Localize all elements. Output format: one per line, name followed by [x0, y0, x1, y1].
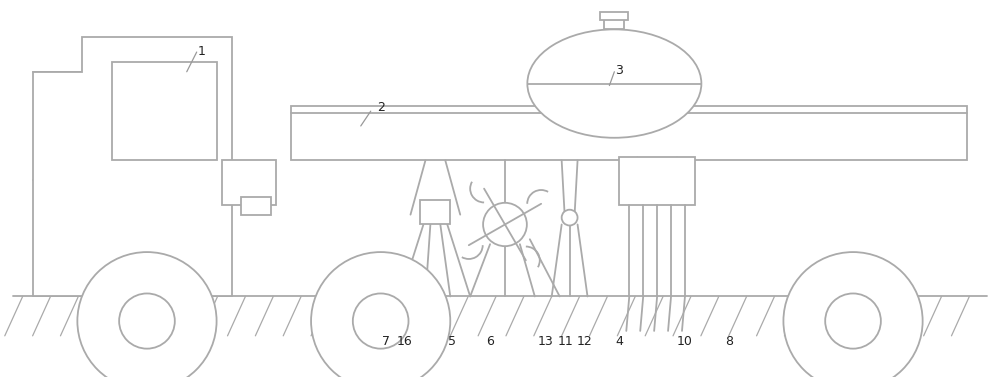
Text: 10: 10 [677, 335, 693, 348]
Circle shape [562, 210, 578, 225]
Circle shape [311, 252, 450, 380]
Polygon shape [33, 37, 232, 296]
Bar [291, 106, 967, 160]
Text: 6: 6 [486, 335, 494, 348]
Bar [420, 200, 450, 225]
Ellipse shape [527, 29, 701, 138]
Circle shape [353, 293, 409, 348]
Text: 5: 5 [448, 335, 456, 348]
Bar [112, 62, 217, 160]
Text: 4: 4 [615, 335, 623, 348]
Text: 16: 16 [397, 335, 412, 348]
Text: 12: 12 [577, 335, 592, 348]
Bar [222, 160, 276, 205]
Bar [619, 157, 695, 205]
Text: 2: 2 [377, 101, 385, 114]
Circle shape [825, 293, 881, 348]
Text: 8: 8 [725, 335, 733, 348]
Text: 11: 11 [558, 335, 574, 348]
Text: 13: 13 [538, 335, 554, 348]
Bar [600, 12, 628, 19]
Circle shape [77, 252, 217, 380]
Bar [604, 17, 624, 29]
Text: 1: 1 [198, 45, 206, 58]
Circle shape [783, 252, 923, 380]
Bar [241, 197, 271, 215]
Circle shape [483, 203, 527, 246]
Text: 7: 7 [382, 335, 390, 348]
Circle shape [119, 293, 175, 348]
Text: 3: 3 [615, 64, 623, 77]
